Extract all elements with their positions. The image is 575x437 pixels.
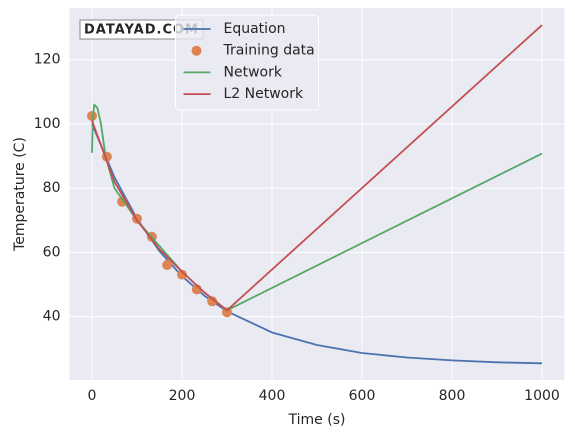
data-point <box>87 110 97 121</box>
series-line <box>91 24 543 312</box>
legend-label: Training data <box>223 43 315 59</box>
x-tick-label: 0 <box>88 388 97 404</box>
y-tick-label: 40 <box>43 309 61 325</box>
watermark: DATAYAD.COM <box>84 23 199 38</box>
legend-label: L2 Network <box>224 86 305 102</box>
y-axis-label: Temperature (C) <box>12 137 28 252</box>
legend-label: Network <box>224 64 283 80</box>
x-tick-label: 1000 <box>524 388 560 404</box>
data-point <box>177 269 187 280</box>
x-tick-label: 400 <box>259 388 286 404</box>
data-point <box>162 259 173 270</box>
y-tick-label: 100 <box>34 116 61 132</box>
y-tick-label: 120 <box>34 52 61 68</box>
x-tick-label: 600 <box>349 388 376 404</box>
legend-box <box>175 14 319 111</box>
legend-marker <box>191 45 202 56</box>
y-tick-label: 60 <box>43 244 61 260</box>
y-tick-label: 80 <box>43 180 61 196</box>
x-axis-label: Time (s) <box>288 412 346 428</box>
x-tick-label: 800 <box>439 388 466 404</box>
legend-label: Equation <box>224 21 286 37</box>
data-point <box>207 296 218 307</box>
x-tick-label: 200 <box>169 388 196 404</box>
